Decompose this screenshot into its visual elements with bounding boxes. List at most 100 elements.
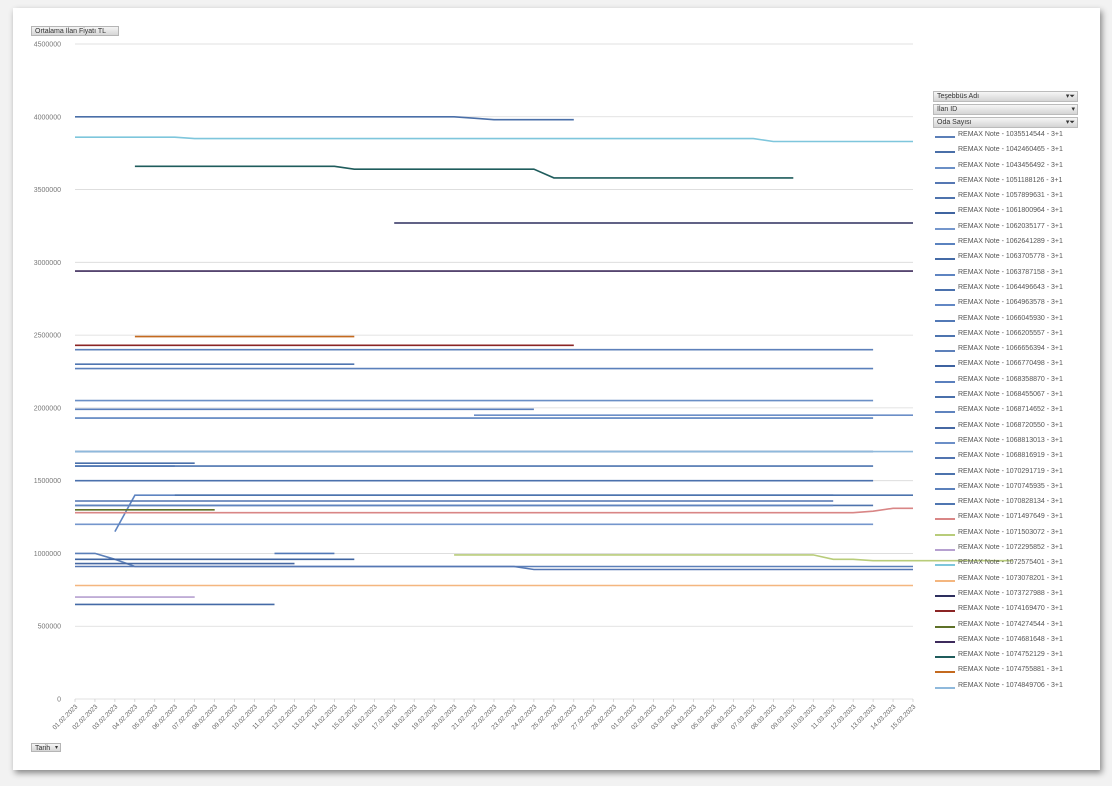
legend-label: REMAX Note - 1074755881 - 3+1 <box>958 666 1063 674</box>
dropdown-icon[interactable]: ▾ <box>1071 106 1075 113</box>
legend-swatch <box>935 166 955 169</box>
legend-entry: REMAX Note - 1068358870 - 3+1 <box>933 375 1078 390</box>
legend-label: REMAX Note - 1068720550 - 3+1 <box>958 421 1063 429</box>
legend-swatch <box>935 197 955 200</box>
legend-swatch <box>935 304 955 307</box>
legend-entry: REMAX Note - 1061800964 - 3+1 <box>933 206 1078 221</box>
legend-entry: REMAX Note - 1062035177 - 3+1 <box>933 222 1078 237</box>
legend-label: REMAX Note - 1066770498 - 3+1 <box>958 360 1063 368</box>
legend-swatch <box>935 350 955 353</box>
legend-entry: REMAX Note - 1071503072 - 3+1 <box>933 528 1078 543</box>
y-tick-label: 3000000 <box>34 260 61 267</box>
line-chart-plot: 0 500000 1000000 1500000 2000000 2500000 30000… <box>34 42 1013 731</box>
legend-label: REMAX Note - 1072575401 - 3+1 <box>958 559 1063 567</box>
legend-label: REMAX Note - 1064963578 - 3+1 <box>958 299 1063 307</box>
legend-swatch <box>935 380 955 383</box>
filter-field-label: İlan ID <box>937 106 958 113</box>
y-tick-label: 4000000 <box>34 114 61 121</box>
legend-entry: REMAX Note - 1072295852 - 3+1 <box>933 543 1078 558</box>
legend-swatch <box>935 594 955 597</box>
legend-label: REMAX Note - 1074849706 - 3+1 <box>958 681 1063 689</box>
legend-swatch <box>935 334 955 337</box>
value-field-button[interactable]: Ortalama İlan Fiyatı TL <box>31 26 119 36</box>
legend-entry: REMAX Note - 1068816919 - 3+1 <box>933 451 1078 466</box>
legend-entry: REMAX Note - 1057899631 - 3+1 <box>933 191 1078 206</box>
chart-sheet: 0 500000 1000000 1500000 2000000 2500000 30000… <box>13 8 1100 770</box>
legend-swatch <box>935 273 955 276</box>
legend-label: REMAX Note - 1068813013 - 3+1 <box>958 436 1063 444</box>
legend-label: REMAX Note - 1062641289 - 3+1 <box>958 238 1063 246</box>
legend-label: REMAX Note - 1074752129 - 3+1 <box>958 651 1063 659</box>
legend-entry: REMAX Note - 1074681648 - 3+1 <box>933 635 1078 650</box>
legend-entry: REMAX Note - 1068455067 - 3+1 <box>933 390 1078 405</box>
legend-label: REMAX Note - 1071497649 - 3+1 <box>958 513 1063 521</box>
legend-swatch <box>935 533 955 536</box>
legend-swatch <box>935 487 955 490</box>
series-line-3 <box>75 565 913 571</box>
legend-swatch <box>935 243 955 246</box>
legend-label: REMAX Note - 1062035177 - 3+1 <box>958 222 1063 230</box>
legend-entry: REMAX Note - 1051188126 - 3+1 <box>933 176 1078 191</box>
legend-label: REMAX Note - 1066205557 - 3+1 <box>958 329 1063 337</box>
legend-swatch <box>935 181 955 184</box>
legend-swatch <box>935 625 955 628</box>
filter-funnel-icon[interactable]: ▾⏷ <box>1065 93 1075 100</box>
y-tick-label: 2500000 <box>34 333 61 340</box>
legend-entry: REMAX Note - 1070745935 - 3+1 <box>933 482 1078 497</box>
legend-swatch <box>935 396 955 399</box>
legend-label: REMAX Note - 1074274544 - 3+1 <box>958 620 1063 628</box>
dropdown-icon: ▾ <box>54 745 58 751</box>
y-tick-label: 2000000 <box>34 405 61 412</box>
legend-swatch <box>935 472 955 475</box>
filter-field-label: Oda Sayısı <box>937 119 972 126</box>
filter-field-label: Teşebbüs Adı <box>937 93 980 100</box>
legend-label: REMAX Note - 1070828134 - 3+1 <box>958 498 1063 506</box>
value-field-label: Ortalama İlan Fiyatı TL <box>35 28 107 35</box>
legend-entry: REMAX Note - 1074752129 - 3+1 <box>933 650 1078 665</box>
legend-entry: REMAX Note - 1062641289 - 3+1 <box>933 237 1078 252</box>
legend-entry: REMAX Note - 1064963578 - 3+1 <box>933 298 1078 313</box>
legend-label: REMAX Note - 1051188126 - 3+1 <box>958 176 1063 184</box>
legend-entry: REMAX Note - 1066770498 - 3+1 <box>933 359 1078 374</box>
legend-entry: REMAX Note - 1035514544 - 3+1 <box>933 130 1078 145</box>
legend-label: REMAX Note - 1068714652 - 3+1 <box>958 406 1063 414</box>
filter-field-1[interactable]: İlan ID ▾ <box>933 104 1078 115</box>
legend-entry: REMAX Note - 1068714652 - 3+1 <box>933 405 1078 420</box>
legend-entry: REMAX Note - 1066205557 - 3+1 <box>933 329 1078 344</box>
legend-label: REMAX Note - 1042460465 - 3+1 <box>958 146 1063 154</box>
legend-label: REMAX Note - 1074169470 - 3+1 <box>958 605 1063 613</box>
filter-field-2[interactable]: Oda Sayısı ▾⏷ <box>933 117 1078 128</box>
legend-entry: REMAX Note - 1070291719 - 3+1 <box>933 467 1078 482</box>
series-line-28 <box>75 136 913 143</box>
filter-funnel-icon[interactable]: ▾⏷ <box>1065 119 1075 126</box>
series-line-34 <box>134 165 794 179</box>
series-line-26 <box>454 554 1013 562</box>
y-tick-label: 1500000 <box>34 478 61 485</box>
legend-entry: REMAX Note - 1073078201 - 3+1 <box>933 574 1078 589</box>
series-line-1 <box>75 116 574 121</box>
legend-label: REMAX Note - 1043456492 - 3+1 <box>958 161 1063 169</box>
legend-swatch <box>935 610 955 613</box>
legend-swatch <box>935 503 955 506</box>
legend-entry: REMAX Note - 1063787158 - 3+1 <box>933 268 1078 283</box>
filter-field-0[interactable]: Teşebbüs Adı ▾⏷ <box>933 91 1078 102</box>
legend-swatch <box>935 212 955 215</box>
legend-label: REMAX Note - 1035514544 - 3+1 <box>958 131 1063 138</box>
legend-entry: REMAX Note - 1064496643 - 3+1 <box>933 283 1078 298</box>
legend-entry: REMAX Note - 1042460465 - 3+1 <box>933 145 1078 160</box>
legend-label: REMAX Note - 1068455067 - 3+1 <box>958 391 1063 399</box>
legend-entry: REMAX Note - 1043456492 - 3+1 <box>933 161 1078 176</box>
legend-entry: REMAX Note - 1063705778 - 3+1 <box>933 252 1078 267</box>
legend-entry: REMAX Note - 1070828134 - 3+1 <box>933 497 1078 512</box>
legend-swatch <box>935 426 955 429</box>
legend-swatch <box>935 457 955 460</box>
legend-swatch <box>935 411 955 414</box>
legend-label: REMAX Note - 1061800964 - 3+1 <box>958 207 1063 215</box>
series-line-25 <box>75 507 913 514</box>
legend-label: REMAX Note - 1063705778 - 3+1 <box>958 253 1063 261</box>
legend-entry: REMAX Note - 1074849706 - 3+1 <box>933 681 1078 696</box>
legend-label: REMAX Note - 1068358870 - 3+1 <box>958 375 1063 383</box>
legend-swatch <box>935 549 955 552</box>
y-tick-label: 4500000 <box>34 42 61 49</box>
axis-field-button[interactable]: Tarih ▾ <box>31 743 61 752</box>
